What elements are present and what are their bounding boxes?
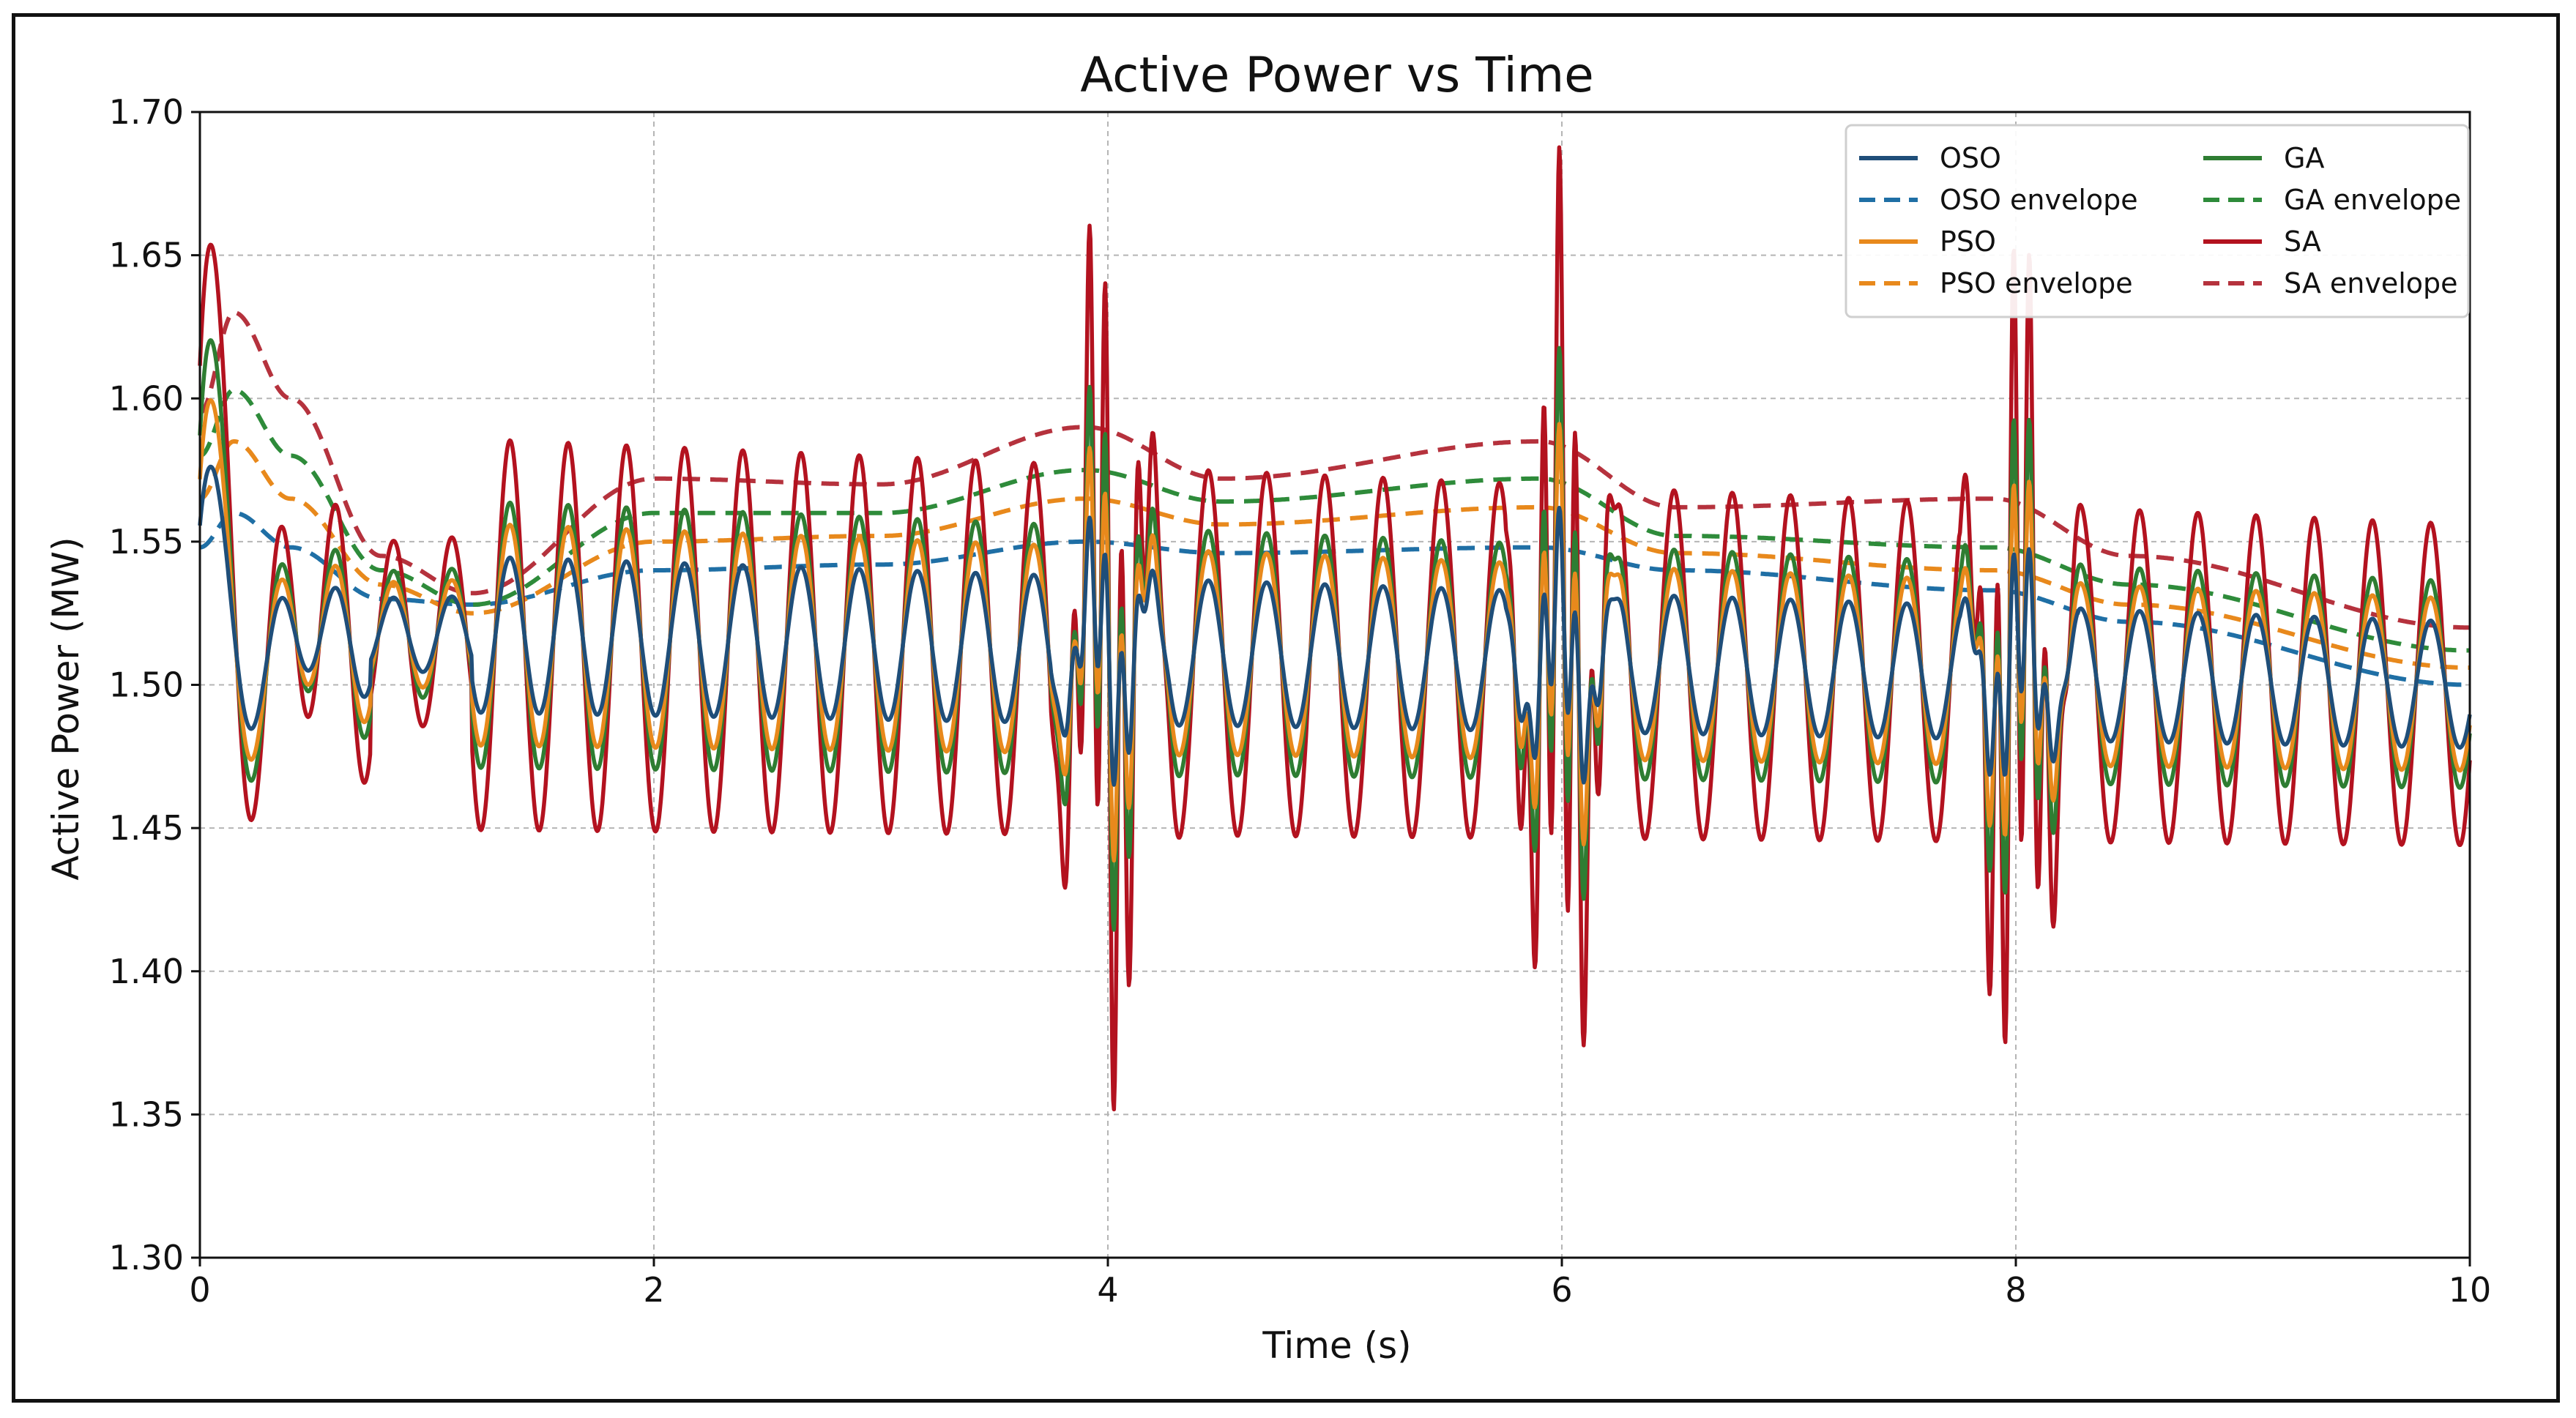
legend-label-ga-envelope: GA envelope: [2284, 184, 2461, 216]
series-line-sa-envelope: [198, 310, 2471, 630]
legend-label-sa-envelope: SA envelope: [2284, 267, 2458, 299]
tick-layer: 0 2 4 6 8 10 1.30 1.35 1.40 1.45 1.50 1.55 1.60 1.65 1…: [109, 92, 2492, 1310]
series-line-sa: [198, 145, 2472, 1112]
chart-title: Active Power vs Time: [1080, 47, 1594, 103]
x-axis-label: Time (s): [1262, 1324, 1411, 1367]
active-power-chart: 0 2 4 6 8 10 1.30 1.35 1.40 1.45 1.50 1.55 1.60 1.65 1…: [45, 47, 2492, 1367]
series-line-oso: [198, 464, 2472, 787]
legend-label-oso-envelope: OSO envelope: [1940, 184, 2138, 216]
y-tick-label: 1.60: [109, 378, 184, 418]
legend: OSO GA OSO envelope GA envelope PSO SA PSO env…: [1844, 124, 2470, 318]
legend-box: [1844, 124, 2470, 318]
y-tick-label: 1.30: [109, 1238, 184, 1277]
legend-label-pso: PSO: [1940, 225, 1996, 258]
y-tick-label: 1.70: [109, 92, 184, 132]
y-tick-label: 1.35: [109, 1094, 184, 1134]
y-tick-label: 1.65: [109, 236, 184, 275]
x-tick-label: 10: [2449, 1270, 2492, 1310]
x-tick-label: 0: [189, 1270, 210, 1310]
x-tick-label: 8: [2005, 1270, 2026, 1310]
legend-label-pso-envelope: PSO envelope: [1940, 267, 2133, 299]
y-tick-label: 1.50: [109, 665, 184, 705]
x-tick-label: 2: [643, 1270, 664, 1310]
x-tick-label: 6: [1551, 1270, 1572, 1310]
x-tick-label: 4: [1097, 1270, 1118, 1310]
series-layer: [198, 145, 2472, 1112]
y-tick-label: 1.40: [109, 952, 184, 991]
y-tick-label: 1.45: [109, 808, 184, 848]
legend-label-oso: OSO: [1940, 142, 2001, 174]
legend-label-ga: GA: [2284, 142, 2324, 174]
y-axis-label: Active Power (MW): [45, 537, 87, 880]
legend-label-sa: SA: [2284, 225, 2321, 258]
y-tick-label: 1.55: [109, 522, 184, 561]
figure-frame: 0 2 4 6 8 10 1.30 1.35 1.40 1.45 1.50 1.55 1.60 1.65 1…: [12, 13, 2560, 1403]
